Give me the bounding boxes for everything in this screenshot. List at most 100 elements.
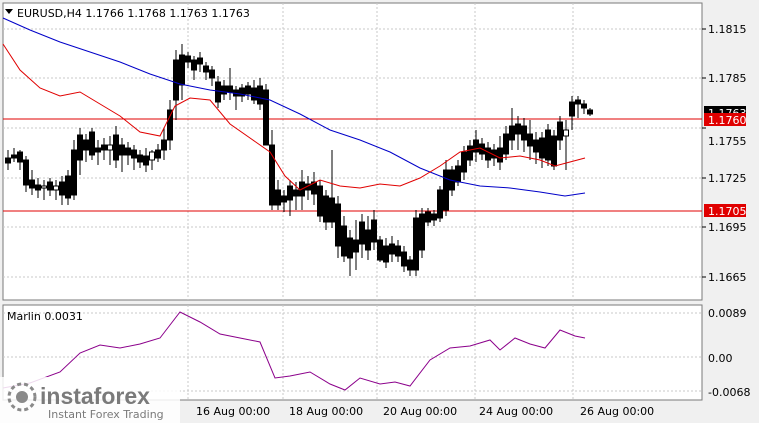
candle bbox=[557, 116, 563, 150]
candle bbox=[191, 56, 197, 80]
candle bbox=[227, 68, 233, 100]
candle bbox=[113, 126, 119, 168]
candle bbox=[467, 140, 473, 166]
candle bbox=[245, 82, 251, 100]
marlin-line bbox=[2, 311, 586, 391]
candle bbox=[503, 126, 509, 160]
candle bbox=[35, 178, 41, 198]
candle bbox=[287, 180, 293, 216]
candle bbox=[179, 44, 185, 100]
ma-slow-line bbox=[2, 17, 586, 197]
candle bbox=[425, 208, 431, 226]
level-label-1.1760: 1.1760 bbox=[708, 114, 747, 127]
candle bbox=[365, 216, 371, 260]
candle bbox=[575, 96, 581, 118]
price-tick: 1.1755 bbox=[708, 135, 747, 148]
candle bbox=[209, 66, 215, 86]
candle bbox=[401, 246, 407, 272]
indicator-tick: 0.00 bbox=[708, 352, 733, 365]
time-tick: 26 Aug 00:00 bbox=[580, 405, 654, 418]
candle bbox=[359, 214, 365, 258]
time-axis: 16 Aug 00:00 18 Aug 00:00 20 Aug 00:00 2… bbox=[196, 405, 654, 418]
indicator-tick: -0.0068 bbox=[708, 386, 750, 399]
candle bbox=[533, 132, 539, 164]
candle bbox=[119, 138, 125, 172]
candle bbox=[407, 256, 413, 276]
candle bbox=[395, 240, 401, 262]
candle bbox=[545, 124, 551, 166]
candle bbox=[155, 144, 161, 162]
candle bbox=[347, 230, 353, 276]
candle bbox=[17, 150, 23, 170]
candle bbox=[311, 172, 317, 205]
candle bbox=[77, 128, 83, 175]
candle bbox=[41, 180, 47, 200]
price-tick: 1.1695 bbox=[708, 221, 747, 234]
candle bbox=[515, 116, 521, 150]
candlesticks bbox=[5, 44, 593, 276]
candle bbox=[257, 78, 263, 110]
candle bbox=[47, 178, 53, 196]
time-tick: 24 Aug 00:00 bbox=[479, 405, 553, 418]
candle bbox=[197, 52, 203, 72]
candle bbox=[161, 128, 167, 160]
price-tick: 1.1725 bbox=[708, 172, 747, 185]
candle bbox=[11, 148, 17, 162]
candle bbox=[419, 208, 425, 258]
time-tick: 20 Aug 00:00 bbox=[383, 405, 457, 418]
candle bbox=[317, 180, 323, 222]
level-label-1.1705: 1.1705 bbox=[708, 205, 747, 218]
candle bbox=[65, 170, 71, 205]
candle bbox=[29, 170, 35, 195]
candle bbox=[521, 118, 527, 152]
candle bbox=[437, 186, 443, 222]
candle bbox=[239, 84, 245, 102]
candle bbox=[413, 210, 419, 276]
watermark-brand: instaforex bbox=[40, 383, 150, 409]
time-tick: 16 Aug 00:00 bbox=[196, 405, 270, 418]
candle bbox=[527, 120, 533, 160]
candle bbox=[581, 100, 587, 114]
watermark-tagline: Instant Forex Trading bbox=[48, 408, 164, 421]
candle bbox=[371, 210, 377, 250]
candle bbox=[251, 80, 257, 104]
candle bbox=[125, 142, 131, 165]
candle bbox=[89, 128, 95, 160]
candle bbox=[203, 62, 209, 80]
candle bbox=[149, 150, 155, 170]
candle bbox=[431, 210, 437, 226]
candle bbox=[131, 145, 137, 170]
candle bbox=[323, 190, 329, 230]
indicator-tick: 0.0089 bbox=[708, 307, 747, 320]
candle bbox=[83, 134, 89, 162]
candle bbox=[95, 140, 101, 165]
candle bbox=[569, 96, 575, 130]
candle bbox=[551, 130, 557, 170]
candle bbox=[497, 136, 503, 170]
candle bbox=[383, 238, 389, 268]
price-tick: 1.1785 bbox=[708, 72, 747, 85]
candle bbox=[473, 130, 479, 162]
candle bbox=[263, 84, 269, 146]
candle bbox=[23, 156, 29, 192]
candle bbox=[53, 180, 59, 200]
candle bbox=[71, 140, 77, 200]
price-axis: 1.1815 1.1785 1.1755 1.1725 1.1695 1.166… bbox=[702, 23, 747, 284]
indicator-axis: 0.0089 0.00 -0.0068 bbox=[708, 307, 750, 399]
price-tick: 1.1665 bbox=[708, 271, 747, 284]
candle bbox=[587, 108, 593, 116]
chart-title: EURUSD,H4 1.1766 1.1768 1.1763 1.1763 bbox=[17, 7, 250, 20]
candle bbox=[389, 236, 395, 262]
candle bbox=[101, 138, 107, 160]
level-tag-1.1760 bbox=[704, 113, 746, 126]
candle bbox=[377, 236, 383, 262]
ma-fast-line bbox=[2, 43, 586, 191]
candle bbox=[5, 150, 11, 170]
candle bbox=[539, 132, 545, 168]
candle bbox=[269, 130, 275, 210]
candle bbox=[353, 220, 359, 270]
price-tick: 1.1815 bbox=[708, 23, 747, 36]
triangle-down-icon[interactable] bbox=[5, 9, 13, 14]
candle bbox=[137, 150, 143, 168]
time-tick: 18 Aug 00:00 bbox=[289, 405, 363, 418]
